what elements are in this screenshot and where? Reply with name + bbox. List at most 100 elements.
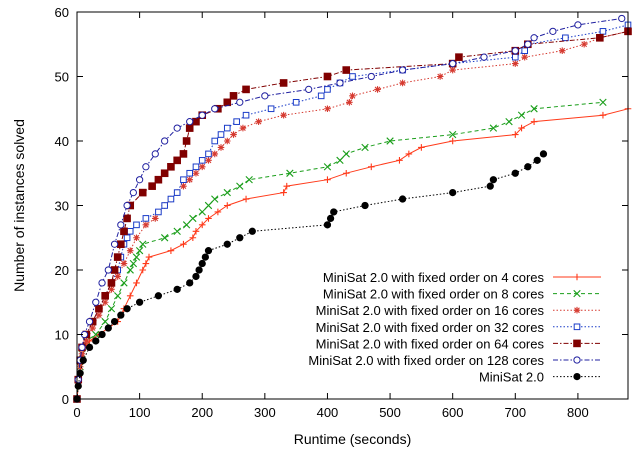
series-point — [198, 259, 206, 268]
series-point — [242, 111, 250, 119]
x-tick-label: 200 — [191, 405, 213, 420]
series-point — [323, 72, 332, 81]
series-point — [173, 124, 181, 132]
series-point — [211, 105, 219, 113]
series-point — [349, 73, 356, 80]
series-point — [114, 292, 122, 300]
y-tick-label: 30 — [55, 199, 69, 214]
series-point — [117, 311, 125, 319]
series-point — [161, 137, 169, 145]
series-point — [205, 150, 212, 158]
series-point — [117, 240, 125, 248]
legend-label: MiniSat 2.0 with fixed order on 16 cores — [316, 303, 545, 318]
series-point — [486, 182, 494, 190]
series-point — [142, 163, 150, 171]
series-point — [518, 124, 525, 132]
series-point — [139, 240, 147, 248]
series-point — [214, 208, 222, 216]
series-point — [101, 317, 109, 326]
series-point — [95, 311, 103, 319]
series-point — [135, 298, 144, 306]
series-point — [549, 27, 557, 35]
series-point — [161, 202, 168, 209]
series-line — [76, 153, 544, 400]
legend-label: MiniSat 2.0 with fixed order on 32 cores — [316, 320, 545, 335]
series-point — [521, 47, 528, 55]
x-tick-label: 600 — [442, 405, 464, 420]
series-point — [85, 343, 94, 352]
y-axis-label: Number of instances solved — [11, 119, 27, 292]
x-tick-label: 700 — [504, 405, 526, 420]
series-point — [530, 118, 538, 125]
series-point — [336, 156, 344, 165]
series-point — [180, 182, 187, 190]
series-point — [374, 86, 381, 93]
series-point — [113, 253, 122, 261]
series-point — [160, 169, 169, 178]
series-point — [336, 79, 344, 87]
series-point — [167, 163, 175, 171]
series-point — [108, 286, 115, 293]
series-point — [342, 150, 350, 158]
series-point — [398, 195, 407, 203]
series-point — [236, 234, 244, 242]
series-point — [449, 66, 456, 74]
series-point — [120, 227, 128, 236]
series-point — [74, 382, 82, 390]
series-point — [76, 363, 84, 371]
series-point — [110, 266, 119, 274]
series-point — [217, 131, 225, 138]
series-point — [204, 201, 213, 210]
series-point — [599, 98, 607, 106]
legend-swatch-marker — [573, 339, 581, 348]
series-point — [180, 240, 187, 248]
series-point — [126, 292, 134, 300]
series-point — [242, 195, 250, 203]
series-point — [198, 163, 206, 171]
legend-swatch-marker — [573, 306, 581, 314]
series-point — [223, 240, 231, 248]
series-point — [123, 214, 131, 223]
series-point — [204, 247, 213, 255]
series-point — [580, 40, 588, 48]
series-point — [367, 72, 375, 81]
series-point — [489, 176, 498, 184]
legend-label: MiniSat 2.0 — [479, 370, 544, 385]
series-point — [135, 246, 144, 255]
series-point — [280, 111, 287, 119]
series-point — [248, 227, 256, 235]
series-point — [76, 369, 84, 377]
series-point — [223, 202, 231, 209]
series-point — [211, 137, 219, 145]
series-point — [198, 221, 206, 229]
series-point — [323, 221, 332, 229]
series-point — [117, 221, 125, 229]
series-point — [455, 53, 463, 61]
series-point — [167, 195, 175, 203]
series-point — [74, 376, 82, 384]
series-point — [192, 228, 200, 235]
series-point — [524, 163, 532, 171]
series-point — [123, 305, 131, 313]
series-point — [92, 298, 100, 306]
series-point — [521, 53, 528, 61]
series-point — [142, 221, 150, 229]
legend-label: MiniSat 2.0 with fixed order on 8 cores — [323, 287, 545, 302]
series-point — [83, 337, 90, 345]
series-point — [79, 356, 87, 364]
series-point — [179, 150, 188, 158]
series-point — [138, 188, 147, 197]
series-point — [154, 292, 163, 300]
series-point — [233, 118, 240, 125]
series-point — [230, 131, 237, 138]
series-7 — [73, 150, 548, 403]
y-tick-label: 0 — [62, 392, 69, 407]
series-point — [198, 111, 206, 119]
series-point — [110, 317, 119, 326]
series-point — [133, 279, 140, 287]
series-point — [223, 137, 231, 145]
series-point — [480, 53, 488, 61]
series-point — [151, 150, 159, 158]
series-point — [104, 324, 112, 332]
